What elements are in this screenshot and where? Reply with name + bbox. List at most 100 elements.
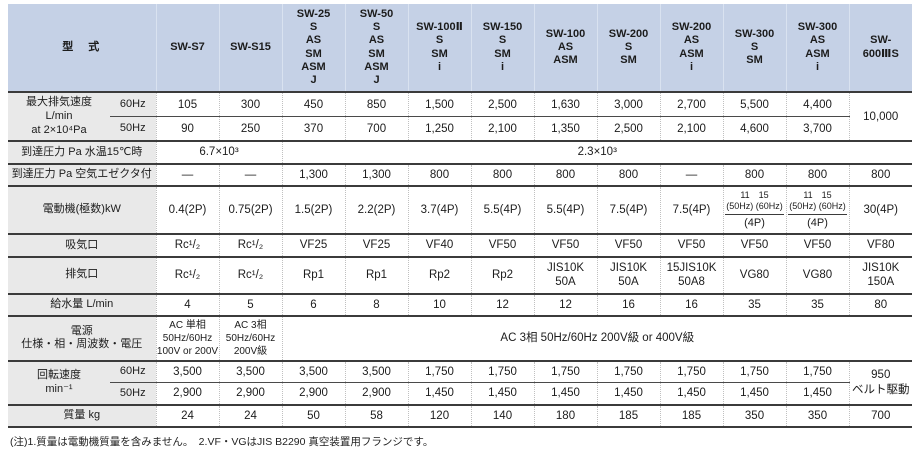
table-row: 給水量 L/min 4 5 6 8 10 12 12 16 16 35 35 80 — [8, 292, 912, 316]
table-cell: 1,450 — [785, 382, 849, 405]
row-label: 到達圧力 Pa 空気エゼクタ付 — [8, 162, 156, 187]
column-header: SW- 600ⅢS — [848, 4, 912, 94]
table-cell: 10,000 — [848, 91, 912, 142]
table-cell: 850 — [344, 91, 408, 117]
header-row: 型 式 SW-S7 SW-S15 SW-25 S AS SM ASM J SW-50 S… — [8, 4, 912, 94]
table-cell: 2,900 — [344, 382, 408, 405]
table-cell: 1,450 — [470, 382, 534, 405]
table-cell: 5,500 — [722, 91, 786, 117]
column-header: SW-300 S SM — [722, 4, 786, 94]
table-cell: 24 — [218, 403, 282, 427]
table-cell: 1,450 — [596, 382, 660, 405]
table-cell: JIS10K 50A — [533, 255, 597, 294]
table-cell: 800 — [407, 162, 471, 187]
freq-sublabel: 60Hz — [110, 91, 156, 117]
table-cell: 4,600 — [722, 116, 786, 142]
table-cell: 12 — [533, 292, 597, 316]
table-cell: 6.7×10³ — [155, 140, 282, 164]
table-cell: JIS10K 50A — [596, 255, 660, 294]
column-header: SW-200 AS ASM i — [659, 4, 723, 94]
row-label: 質量 kg — [8, 403, 156, 427]
column-header: SW-25 S AS SM ASM J — [281, 4, 345, 94]
table-cell: VF25 — [281, 233, 345, 257]
table-cell: 1,450 — [659, 382, 723, 405]
column-header: SW-100Ⅱ S SM i — [407, 4, 471, 94]
freq-sublabel: 60Hz — [110, 359, 156, 383]
column-header: SW-S15 — [218, 4, 282, 94]
table-cell: 2,500 — [470, 91, 534, 117]
model-header: 型 式 — [8, 4, 156, 94]
table-cell: 300 — [218, 91, 282, 117]
table-row: 到達圧力 Pa 空気エゼクタ付 — —1,300 1,300 800 800 800 800—… — [8, 162, 912, 187]
column-header: SW-150 S SM i — [470, 4, 534, 94]
column-header: SW-S7 — [155, 4, 219, 94]
table-header: 型 式 SW-S7 SW-S15 SW-25 S AS SM ASM J SW-50 S… — [8, 4, 912, 94]
table-cell: 3,500 — [218, 359, 282, 383]
row-label: 電動機(極数)kW — [8, 185, 156, 235]
table-cell: 4,400 — [785, 91, 849, 117]
column-header: SW-50 S AS SM ASM J — [344, 4, 408, 94]
table-cell: 185 — [659, 403, 723, 427]
motor-rating-stacked: 11 15 (50Hz) (60Hz) (4P) — [725, 190, 784, 230]
table-cell: 16 — [596, 292, 660, 316]
table-cell: 3,500 — [344, 359, 408, 383]
table-cell: Rp1 — [281, 255, 345, 294]
table-cell: VF50 — [659, 233, 723, 257]
table-cell: 1.5(2P) — [281, 185, 345, 235]
row-label: 給水量 L/min — [8, 292, 156, 316]
table-cell: 1,750 — [470, 359, 534, 383]
table-cell: — — [218, 162, 282, 187]
table-cell: 1,350 — [533, 116, 597, 142]
column-header: SW-100 AS ASM — [533, 4, 597, 94]
table-cell: 2,700 — [659, 91, 723, 117]
table-cell: 0.4(2P) — [155, 185, 219, 235]
column-header: SW-200 S SM — [596, 4, 660, 94]
table-cell: 80 — [848, 292, 912, 316]
table-cell: 35 — [785, 292, 849, 316]
table-cell: VF25 — [344, 233, 408, 257]
table-cell: 1,630 — [533, 91, 597, 117]
table-cell: 1,750 — [407, 359, 471, 383]
table-cell: AC 単相 50Hz/60Hz 100V or 200V — [155, 314, 219, 361]
table-cell: 250 — [218, 116, 282, 142]
table-cell: 350 — [722, 403, 786, 427]
table-cell: 800 — [722, 162, 786, 187]
table-cell: 3,000 — [596, 91, 660, 117]
table-cell: 1,750 — [533, 359, 597, 383]
motor-rating-top: 11 15 (50Hz) (60Hz) — [725, 190, 784, 215]
table-cell: 12 — [470, 292, 534, 316]
table-cell: 5.5(4P) — [470, 185, 534, 235]
table-cell: JIS10K 150A — [848, 255, 912, 294]
motor-rating-top: 11 15 (50Hz) (60Hz) — [788, 190, 847, 215]
table-cell: 3.7(4P) — [407, 185, 471, 235]
table-cell: 16 — [659, 292, 723, 316]
table-cell: 800 — [470, 162, 534, 187]
table-cell: Rp2 — [470, 255, 534, 294]
table-cell: VF40 — [407, 233, 471, 257]
table-cell: 2,500 — [596, 116, 660, 142]
table-cell: 2.3×10³ — [281, 140, 912, 164]
table-cell: 3,500 — [281, 359, 345, 383]
spec-table: 型 式 SW-S7 SW-S15 SW-25 S AS SM ASM J SW-50 S… — [8, 4, 912, 428]
table-cell: 1,750 — [785, 359, 849, 383]
table-cell: 1,450 — [407, 382, 471, 405]
table-cell: Rc¹/₂ — [218, 233, 282, 257]
table-cell: 800 — [785, 162, 849, 187]
table-cell: 105 — [155, 91, 219, 117]
table-cell: VF50 — [785, 233, 849, 257]
table-cell: 5.5(4P) — [533, 185, 597, 235]
motor-rating-stacked: 11 15 (50Hz) (60Hz) (4P) — [788, 190, 847, 230]
row-label: 到達圧力 Pa 水温15℃時 — [8, 140, 156, 164]
table-row: 最大排気速度 L/min at 2×10⁴Pa 60Hz 105 300 450 850 1… — [8, 91, 912, 142]
table-cell: 2,100 — [659, 116, 723, 142]
table-cell: VG80 — [722, 255, 786, 294]
table-cell: 800 — [596, 162, 660, 187]
table-row: 電動機(極数)kW 0.4(2P) 0.75(2P) 1.5(2P) 2.2(2P) 3.… — [8, 185, 912, 235]
table-cell: 800 — [533, 162, 597, 187]
table-cell: 700 — [344, 116, 408, 142]
table-cell: 4 — [155, 292, 219, 316]
table-cell: 1,750 — [659, 359, 723, 383]
table-row: 50Hz 90 250 370 700 1,250 2,100 1,350 2,500 2,100… — [8, 116, 912, 142]
table-cell: AC 3相 50Hz/60Hz 200V級 — [218, 314, 282, 361]
